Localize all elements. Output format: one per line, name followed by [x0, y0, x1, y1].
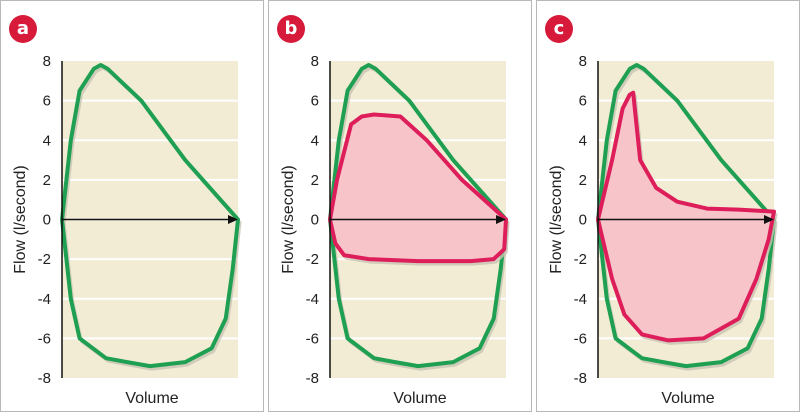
normal-flow-volume-loop — [596, 63, 776, 369]
y-axis-label: Flow (l/second) — [548, 165, 565, 273]
y-tick-label: 4 — [579, 132, 587, 149]
series-shadow — [598, 66, 778, 371]
x-axis-label: Volume — [393, 390, 446, 407]
panel-letter-badge: b — [277, 15, 305, 43]
series-shadow — [62, 66, 242, 371]
y-tick-label: 8 — [43, 53, 51, 70]
panel-letter-badge: a — [9, 15, 37, 43]
panel-b: b 8 6 4 2 0 -2 -4 -6 -8 Flow (l/second) Volume — [268, 0, 532, 412]
normal-flow-volume-loop — [328, 63, 508, 369]
y-tick-label: -8 — [574, 370, 587, 387]
flow-volume-chart: 8 6 4 2 0 -2 -4 -6 -8 Flow (l/second) Volume — [548, 53, 778, 407]
panel-letter-badge: c — [545, 15, 573, 43]
y-tick-label: -6 — [38, 330, 51, 347]
panel-a: a 8 6 4 2 0 -2 -4 -6 -8 Flow (l/second) Volume — [0, 0, 264, 412]
abnormal-flow-volume-loop — [596, 90, 776, 343]
y-tick-label: 2 — [43, 172, 51, 189]
y-tick-label: 6 — [43, 93, 51, 110]
arrow-head — [764, 215, 774, 224]
y-tick-label: 4 — [311, 132, 319, 149]
y-tick-label: 0 — [311, 212, 319, 229]
normal-flow-volume-loop — [60, 63, 240, 369]
y-tick-label: -4 — [306, 291, 319, 308]
x-axis-label: Volume — [125, 390, 178, 407]
y-tick-label: -8 — [306, 370, 319, 387]
y-tick-label: 8 — [311, 53, 319, 70]
y-tick-label: 6 — [311, 93, 319, 110]
panel-c: c 8 6 4 2 0 -2 -4 -6 -8 Flow (l/second) Volume — [536, 0, 800, 412]
y-tick-label: 4 — [43, 132, 51, 149]
x-axis-label: Volume — [661, 390, 714, 407]
flow-volume-chart: 8 6 4 2 0 -2 -4 -6 -8 Flow (l/second) Volume — [12, 53, 242, 407]
flow-volume-chart: 8 6 4 2 0 -2 -4 -6 -8 Flow (l/second) Volume — [280, 53, 510, 407]
series-shadow — [330, 66, 510, 371]
y-tick-label: -6 — [306, 330, 319, 347]
arrow-head — [496, 215, 506, 224]
y-tick-label: -4 — [574, 291, 587, 308]
y-axis-label: Flow (l/second) — [12, 165, 29, 273]
y-tick-label: 6 — [579, 93, 587, 110]
y-tick-label: 2 — [579, 172, 587, 189]
y-tick-label: 8 — [579, 53, 587, 70]
arrow-head — [228, 215, 238, 224]
y-axis-label: Flow (l/second) — [280, 165, 297, 273]
y-tick-label: 0 — [43, 212, 51, 229]
y-tick-label: 0 — [579, 212, 587, 229]
y-tick-label: -2 — [306, 251, 319, 268]
y-tick-label: 2 — [311, 172, 319, 189]
y-tick-label: -8 — [38, 370, 51, 387]
y-tick-label: -2 — [574, 251, 587, 268]
y-tick-label: -4 — [38, 291, 51, 308]
y-tick-label: -2 — [38, 251, 51, 268]
y-tick-label: -6 — [574, 330, 587, 347]
